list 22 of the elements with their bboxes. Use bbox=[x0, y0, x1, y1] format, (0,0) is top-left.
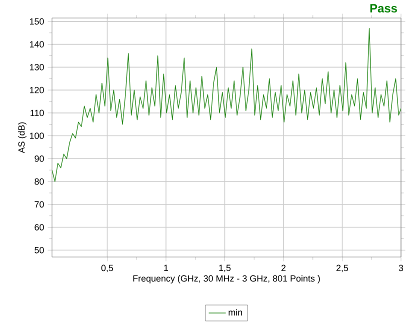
y-tick-label: 140 bbox=[30, 41, 44, 48]
x-tick-label: 3 bbox=[398, 264, 404, 272]
y-tick-label: 50 bbox=[34, 246, 44, 254]
x-tick-label: 1,5 bbox=[219, 264, 231, 272]
y-tick-label: 90 bbox=[34, 155, 44, 162]
x-tick-label: 0,5 bbox=[101, 264, 114, 272]
x-axis-title: Frequency (GHz, 30 MHz - 3 GHz, 801 Points ) bbox=[133, 275, 320, 284]
chart-title: Pass bbox=[370, 4, 397, 12]
y-tick-label: 100 bbox=[30, 132, 44, 139]
y-axis-title: AS (dB) bbox=[18, 122, 26, 154]
x-tick-label: 2,5 bbox=[336, 264, 348, 272]
y-tick-label: 70 bbox=[34, 201, 44, 208]
x-tick-label: 1 bbox=[164, 264, 168, 271]
y-tick-label: 150 bbox=[30, 18, 44, 25]
y-tick-label: 130 bbox=[30, 64, 44, 70]
legend-label: min bbox=[228, 308, 242, 316]
line-series bbox=[52, 28, 402, 182]
y-tick-label: 120 bbox=[30, 86, 44, 94]
y-tick-label: 110 bbox=[30, 110, 44, 116]
y-tick-label: 80 bbox=[34, 178, 44, 185]
y-tick-label: 60 bbox=[34, 224, 44, 230]
x-tick-label: 2 bbox=[281, 264, 286, 272]
